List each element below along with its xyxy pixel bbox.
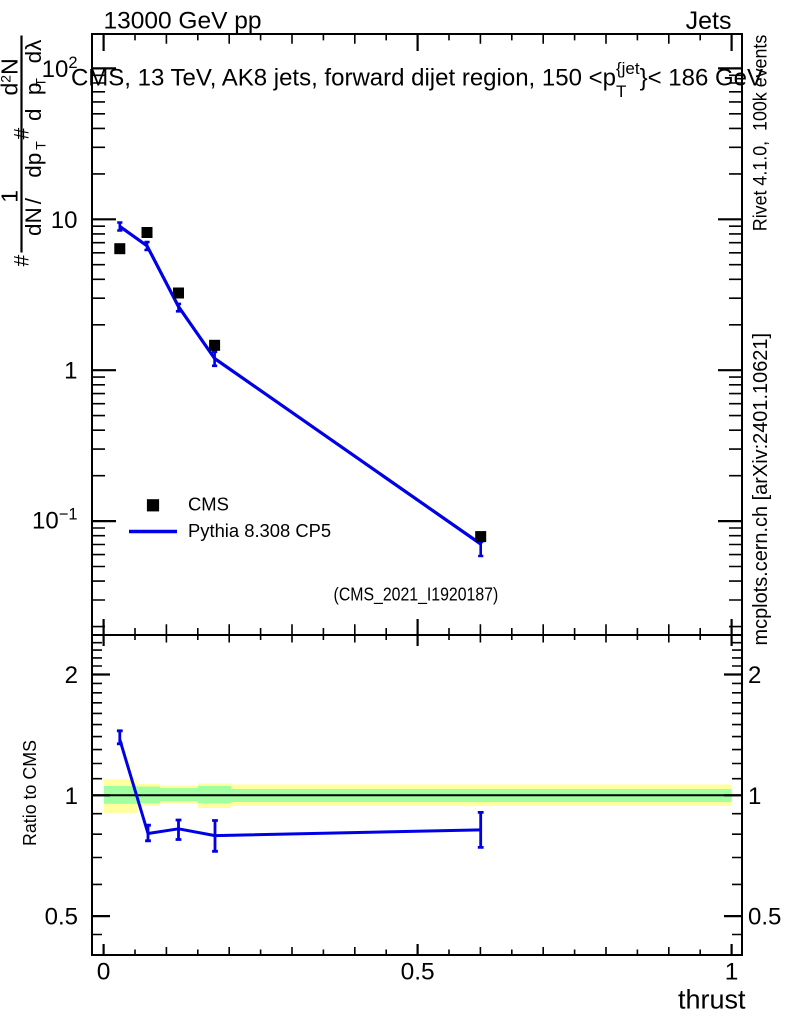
- svg-text:0.5: 0.5: [401, 958, 435, 985]
- svg-text:#: #: [11, 255, 34, 267]
- svg-text:2: 2: [748, 662, 761, 689]
- svg-text:(CMS_2021_I1920187): (CMS_2021_I1920187): [334, 584, 499, 605]
- svg-text:1: 1: [725, 958, 739, 985]
- svg-text:13000 GeV pp: 13000 GeV pp: [104, 8, 262, 35]
- svg-text:0: 0: [97, 958, 111, 985]
- svg-text:10: 10: [51, 207, 78, 234]
- svg-text:1: 1: [0, 190, 23, 203]
- svg-text:1: 1: [65, 783, 78, 810]
- svg-text:1: 1: [64, 358, 77, 385]
- svg-text:d2N: d2N: [0, 58, 23, 95]
- svg-text:#: #: [11, 128, 34, 140]
- svg-text:thrust: thrust: [678, 985, 746, 1015]
- svg-text:2: 2: [65, 662, 78, 689]
- svg-text:0.5: 0.5: [45, 904, 78, 931]
- svg-text:1: 1: [748, 783, 761, 810]
- svg-text:Rivet 4.1.0, 100k events: Rivet 4.1.0, 100k events: [751, 35, 772, 232]
- svg-text:Ratio to CMS: Ratio to CMS: [20, 740, 40, 846]
- svg-text:mcplots.cern.ch [arXiv:2401.10: mcplots.cern.ch [arXiv:2401.10621]: [750, 333, 772, 646]
- svg-text:Jets: Jets: [686, 7, 732, 35]
- svg-text:CMS: CMS: [188, 494, 229, 515]
- svg-text:Pythia 8.308 CP5: Pythia 8.308 CP5: [188, 520, 331, 541]
- svg-text:0.5: 0.5: [748, 904, 781, 931]
